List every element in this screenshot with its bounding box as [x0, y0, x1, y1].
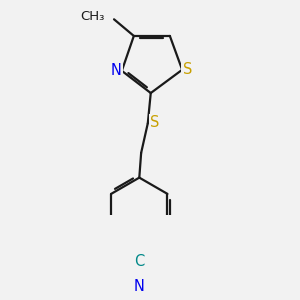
Text: CH₃: CH₃ — [80, 10, 105, 23]
Text: N: N — [110, 63, 121, 78]
Text: S: S — [183, 61, 192, 76]
Text: N: N — [134, 279, 145, 294]
Text: C: C — [134, 254, 144, 269]
Text: S: S — [151, 115, 160, 130]
